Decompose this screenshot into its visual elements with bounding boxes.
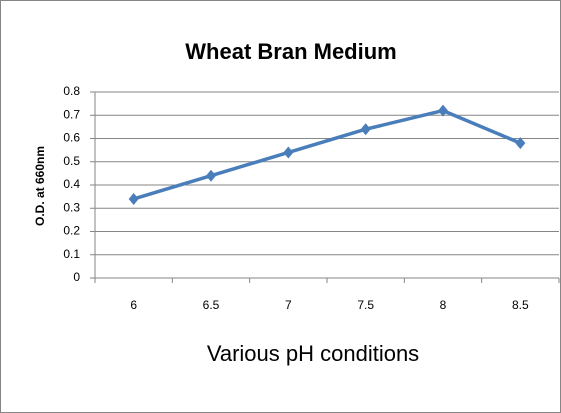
x-tick-label: 8 — [440, 298, 447, 312]
y-tick-label: 0 — [73, 270, 80, 284]
y-axis-label: O.D. at 660nm — [33, 146, 47, 226]
x-tick-label: 6.5 — [203, 298, 220, 312]
data-point — [206, 169, 216, 182]
data-point — [128, 192, 139, 205]
y-tick-label: 0.7 — [63, 107, 80, 121]
y-tick-label: 0.3 — [63, 200, 80, 214]
y-tick-label: 0.2 — [63, 224, 80, 238]
chart-title: Wheat Bran Medium — [185, 39, 396, 64]
y-tick-label: 0.5 — [63, 154, 80, 168]
x-tick-label: 7 — [285, 298, 292, 312]
x-axis-label: Various pH conditions — [207, 341, 419, 366]
y-tick-label: 0.4 — [63, 177, 80, 191]
y-tick-label: 0.8 — [63, 84, 80, 98]
y-tick-label: 0.1 — [63, 247, 80, 261]
x-tick-label: 6 — [130, 298, 137, 312]
x-tick-label: 8.5 — [512, 298, 529, 312]
x-tick-label: 7.5 — [357, 298, 374, 312]
y-tick-label: 0.6 — [63, 131, 80, 145]
data-point — [283, 146, 294, 159]
data-line — [133, 108, 522, 201]
data-point — [360, 123, 371, 136]
data-point — [438, 104, 448, 117]
data-point — [515, 137, 526, 150]
